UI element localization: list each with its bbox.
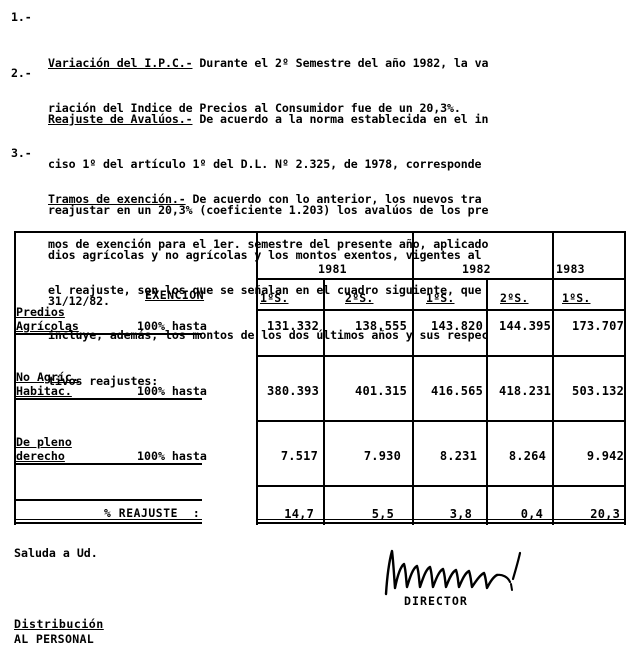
table-row-1-label-line2: Agrícolas <box>16 319 79 333</box>
table-rule-under-years <box>256 278 624 280</box>
table-row-2-value-5: 503.132 <box>572 384 624 398</box>
table-rule-row1-bottom <box>256 355 624 357</box>
paragraph-1-line-1: Durante el 2º Semestre del año 1982, la … <box>192 55 489 70</box>
table-reajuste-label: % REAJUSTE : <box>104 507 201 520</box>
paragraph-2-line-2: ciso 1º del artículo 1º del D.L. Nº 2.32… <box>48 157 482 172</box>
table-row-1-label: Predios Agrícolas <box>16 305 79 333</box>
table-row-3-value-1: 7.517 <box>280 449 318 463</box>
table-reajuste-value-3: 3,8 <box>449 507 472 521</box>
distribution-value: AL PERSONAL <box>14 632 95 646</box>
paragraph-3-line-3: el reajuste, son los que se señalan en e… <box>48 282 482 297</box>
paragraph-3: 3.- Tramos de exención.- De acuerdo con … <box>11 146 626 420</box>
paragraph-3-line-2: mos de exención para el 1er. semestre de… <box>48 237 489 252</box>
table-border-right <box>624 231 626 525</box>
table-semester-1983-s1: 1ºS. <box>562 291 591 305</box>
table-year-1983: 1983 <box>556 262 585 276</box>
table-rule-under-semesters <box>256 309 624 311</box>
table-row-2-value-4: 418.231 <box>499 384 551 398</box>
distribution-label: Distribución <box>14 617 104 631</box>
signature-image <box>380 548 550 598</box>
paragraph-2-body: Reajuste de Avalúos.- De acuerdo a la no… <box>48 112 626 127</box>
table-row-1-value-2: 138.555 <box>355 319 407 333</box>
table-divider-exencion <box>256 231 258 525</box>
table-row-3-value-5: 9.942 <box>586 449 624 463</box>
table-semester-1981-s1: 1ºS. <box>260 291 289 305</box>
paragraph-1-number: 1.- <box>11 10 32 24</box>
table-divider-1981-1982 <box>412 231 414 525</box>
paragraph-1: 1.- Variación del I.P.C.- Durante el 2º … <box>11 10 626 147</box>
paragraph-1-heading: Variación del I.P.C.- <box>48 55 193 70</box>
table-row-1-label-line1: Predios <box>16 305 65 319</box>
table-divider-1981-s1-s2 <box>323 279 325 525</box>
paragraph-3-body: Tramos de exención.- De acuerdo con lo a… <box>48 192 626 207</box>
signature-title: DIRECTOR <box>404 594 468 608</box>
table-row-3-label-line1: De pleno <box>16 435 72 449</box>
exemption-table: 1981 1982 1983 1ºS. 2ºS. 1ºS. 2ºS. 1ºS. … <box>14 231 626 525</box>
table-rule-row3-bottom <box>256 485 624 487</box>
table-divider-1982-1983 <box>552 231 554 525</box>
table-year-1982: 1982 <box>462 262 491 276</box>
paragraph-2: 2.- Reajuste de Avalúos.- De acuerdo a l… <box>11 66 626 340</box>
table-reajuste-value-5: 20,3 <box>590 507 620 521</box>
table-rule-reajuste-bottom <box>256 522 624 524</box>
table-row-2-value-2: 401.315 <box>355 384 407 398</box>
paragraph-2-line-5: 31/12/82. <box>48 294 110 309</box>
table-rule-left-row3 <box>16 463 202 465</box>
table-rule-left-row4 <box>16 499 202 501</box>
table-rule-left-bottom-2 <box>16 519 202 520</box>
paragraph-3-line-5: tivos reajustes: <box>48 374 159 389</box>
table-rule-left-row2 <box>16 398 202 400</box>
table-row-3-exencion: 100% hasta <box>137 449 207 463</box>
table-row-1-value-4: 144.395 <box>499 319 551 333</box>
table-header-exencion: EXENCION <box>145 288 205 302</box>
table-row-2-exencion: 100% hasta <box>137 384 207 398</box>
greeting-text: Saluda a Ud. <box>14 546 98 560</box>
table-rule-left-row1 <box>16 333 202 335</box>
table-semester-1982-s1: 1ºS. <box>426 291 455 305</box>
table-row-1-value-5: 173.707 <box>572 319 624 333</box>
table-border-top <box>14 231 626 233</box>
paragraph-2-number: 2.- <box>11 66 32 80</box>
table-semester-1981-s2: 2ºS. <box>345 291 374 305</box>
paragraph-2-line-4: dios agrícolas y no agrícolas y los mont… <box>48 248 482 263</box>
paragraph-2-line-3: reajustar en un 20,3% (coeficiente 1.203… <box>48 202 489 217</box>
table-year-1981: 1981 <box>318 262 347 276</box>
table-row-3-label: De pleno derecho <box>16 435 72 463</box>
paragraph-1-body: Variación del I.P.C.- Durante el 2º Seme… <box>48 56 626 71</box>
paragraph-1-line-2: riación del Indice de Precios al Consumi… <box>48 101 461 116</box>
paragraph-3-number: 3.- <box>11 146 32 160</box>
table-semester-1982-s2: 2ºS. <box>500 291 529 305</box>
table-row-1-value-3: 143.820 <box>431 319 483 333</box>
table-rule-left-bottom <box>16 522 202 524</box>
table-reajuste-value-4: 0,4 <box>520 507 543 521</box>
table-reajuste-value-2: 5,5 <box>371 507 394 521</box>
table-reajuste-value-1: 14,7 <box>284 507 314 521</box>
table-row-1-value-1: 131.332 <box>267 319 319 333</box>
paragraph-3-line-1: De acuerdo con lo anterior, los nuevos t… <box>185 191 482 206</box>
paragraph-2-heading: Reajuste de Avalúos.- <box>48 111 193 126</box>
table-row-1-exencion: 100% hasta <box>137 319 207 333</box>
signature-svg <box>384 549 522 596</box>
table-rule-row2-bottom <box>256 420 624 422</box>
table-row-2-label-line1: No Agríc. <box>16 370 79 384</box>
table-rule-reajuste-bottom-2 <box>256 519 624 520</box>
table-border-left <box>14 231 16 525</box>
paragraph-3-line-4: incluye, además, los montos de los dos ú… <box>48 328 489 343</box>
table-row-2-value-1: 380.393 <box>267 384 319 398</box>
paragraph-3-heading: Tramos de exención.- <box>48 191 186 206</box>
table-row-2-label: No Agríc. Habitac. <box>16 370 79 398</box>
table-divider-1982-s1-s2 <box>486 279 488 525</box>
table-row-2-value-3: 416.565 <box>431 384 483 398</box>
paragraph-2-line-1: De acuerdo a la norma establecida en el … <box>192 111 489 126</box>
table-row-3-value-4: 8.264 <box>508 449 546 463</box>
table-row-3-value-2: 7.930 <box>363 449 401 463</box>
table-row-2-label-line2: Habitac. <box>16 384 72 398</box>
table-row-3-value-3: 8.231 <box>439 449 477 463</box>
table-row-3-label-line2: derecho <box>16 449 65 463</box>
